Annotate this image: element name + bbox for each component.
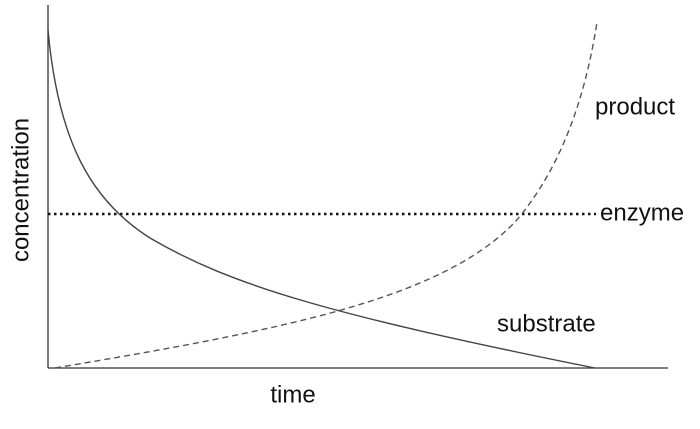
x-axis-label: time <box>270 381 315 408</box>
product-curve <box>54 21 598 369</box>
substrate-curve <box>47 29 596 369</box>
y-axis-label: concentration <box>7 118 34 262</box>
curve-label: enzyme <box>600 199 684 226</box>
curve-label: substrate <box>497 310 596 337</box>
curve-label: product <box>595 93 675 120</box>
